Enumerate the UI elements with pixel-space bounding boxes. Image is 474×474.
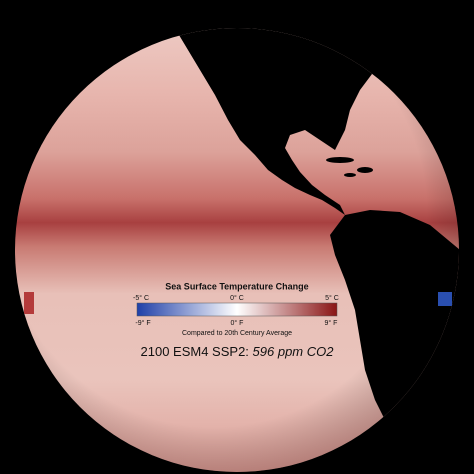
legend-label: -5° C: [133, 294, 149, 302]
caption-text: 2100 ESM4 SSP2:: [141, 344, 249, 359]
legend-title: Sea Surface Temperature Change: [165, 281, 308, 291]
cool-patch: [438, 292, 452, 306]
warm-patch: [24, 292, 34, 314]
color-bar: [136, 302, 338, 317]
legend-label: -9° F: [135, 319, 150, 327]
island: [326, 157, 354, 163]
caption-emphasis: 596 ppm CO2: [253, 344, 335, 359]
island: [357, 167, 373, 173]
legend-note: Compared to 20th Century Average: [182, 330, 292, 337]
legend-label: 5° C: [325, 294, 339, 302]
island: [344, 173, 356, 177]
north-america: [170, 28, 420, 215]
legend-label: 0° F: [231, 319, 244, 327]
legend-label: 9° F: [325, 319, 338, 327]
legend-label: 0° C: [230, 294, 244, 302]
caption: 2100 ESM4 SSP2: 596 ppm CO2: [141, 344, 335, 359]
